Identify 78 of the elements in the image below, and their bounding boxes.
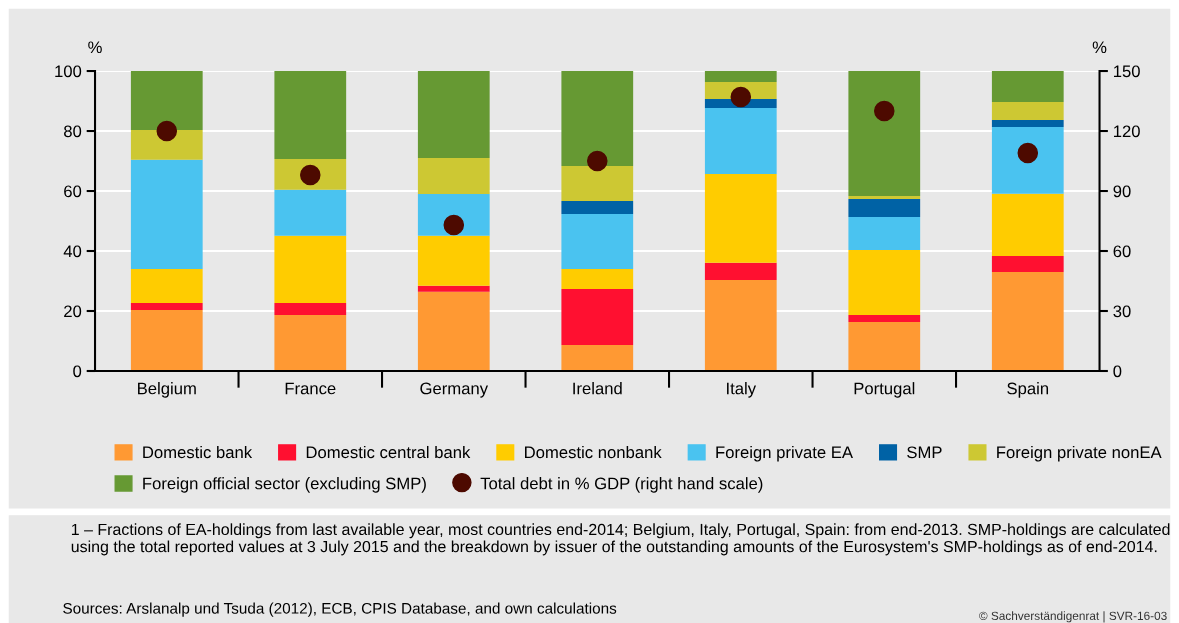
bar: [991, 256, 1064, 272]
legend-label: Domestic central bank: [306, 445, 471, 459]
bar: [991, 119, 1064, 128]
bar: [561, 214, 634, 270]
bar: [704, 107, 777, 174]
legend-label: Total debt in % GDP (right hand scale): [480, 477, 763, 493]
x-tick-label: Italy: [727, 382, 757, 398]
y2-tick-label: 0: [1113, 365, 1122, 378]
legend-label: Domestic nonbank: [525, 445, 662, 459]
legend-label: Foreign official sector (excluding SMP): [143, 477, 426, 493]
bar: [130, 269, 203, 303]
legend-label: Foreign private nonEA: [997, 445, 1162, 462]
x-tick-label: France: [285, 382, 336, 395]
bar: [561, 200, 634, 215]
bar: [130, 310, 203, 371]
bar: [704, 71, 777, 83]
bar: [417, 71, 490, 159]
text: 1 – Fractions of EA-holdings from last available year, most countries end-2014; Belgium, Italy, Portugal, Spain: from end-2013. SMP-holdings are calculated using the total reported values at 3 July 2015 and the breakdown by issuer of the outstanding amounts of the Eurosystem's SMP-holdings as of end-2014.: [71, 523, 1170, 556]
bar: [561, 344, 634, 371]
bar: [274, 235, 347, 303]
bar: [991, 272, 1064, 371]
bar: [704, 262, 777, 281]
bar: [561, 289, 634, 345]
bar: [130, 130, 203, 160]
bar: [991, 127, 1064, 194]
y2-axis-title: %: [1092, 41, 1107, 54]
bar: [274, 189, 347, 236]
text: © Sachverständigenrat | SVR-16-03: [979, 611, 1167, 623]
bar: [417, 235, 490, 286]
legend-label: SMP: [907, 446, 942, 459]
bar: [848, 196, 921, 200]
bar: [848, 71, 921, 197]
legend-label: Foreign private EA: [716, 445, 854, 462]
point: [156, 120, 178, 142]
bar: [274, 302, 347, 315]
bar: [991, 193, 1064, 257]
bar: [848, 322, 921, 371]
bar: [130, 159, 203, 270]
source-note: Sources: Arslanalp und Tsuda (2012), ECB, CPIS Database, and own calculations: [63, 602, 617, 617]
y-tick-label: 100: [55, 65, 82, 78]
bar: [848, 217, 921, 251]
y2-tick-label: 90: [1113, 185, 1131, 198]
y-tick-label: 20: [64, 305, 82, 318]
bar: [848, 314, 921, 323]
x-tick-label: Spain: [1007, 382, 1049, 398]
y-axis-title: %: [88, 41, 102, 54]
y-tick-label: 0: [73, 365, 82, 378]
x-tick-label: Ireland: [573, 382, 622, 395]
point: [587, 150, 608, 172]
point: [730, 86, 752, 108]
bar: [561, 269, 634, 290]
y2-tick-label: 120: [1114, 125, 1140, 138]
bar: [561, 166, 634, 201]
y2-tick-label: 60: [1113, 245, 1131, 258]
bar: [417, 285, 490, 292]
y2-tick-label: 30: [1113, 305, 1131, 318]
y2-tick-label: 150: [1114, 65, 1140, 78]
x-tick-label: Germany: [420, 382, 489, 398]
y-tick-label: 60: [64, 185, 82, 198]
bar: [274, 314, 347, 371]
bar: [274, 71, 347, 159]
bar: [561, 71, 634, 167]
legend-label: Domestic bank: [143, 445, 253, 459]
bar: [991, 71, 1064, 102]
point: [874, 100, 895, 122]
x-tick-label: Portugal: [854, 382, 915, 398]
bar: [704, 280, 777, 371]
bar: [130, 71, 203, 131]
bar: [130, 302, 203, 311]
y-tick-label: 40: [63, 245, 82, 258]
bar: [991, 101, 1064, 120]
bar: [848, 199, 921, 218]
bar: [417, 291, 490, 371]
bar: [417, 158, 490, 195]
bar: [704, 173, 777, 263]
x-tick-label: Belgium: [138, 382, 196, 398]
y-tick-label: 80: [64, 125, 82, 138]
bar: [848, 250, 921, 315]
